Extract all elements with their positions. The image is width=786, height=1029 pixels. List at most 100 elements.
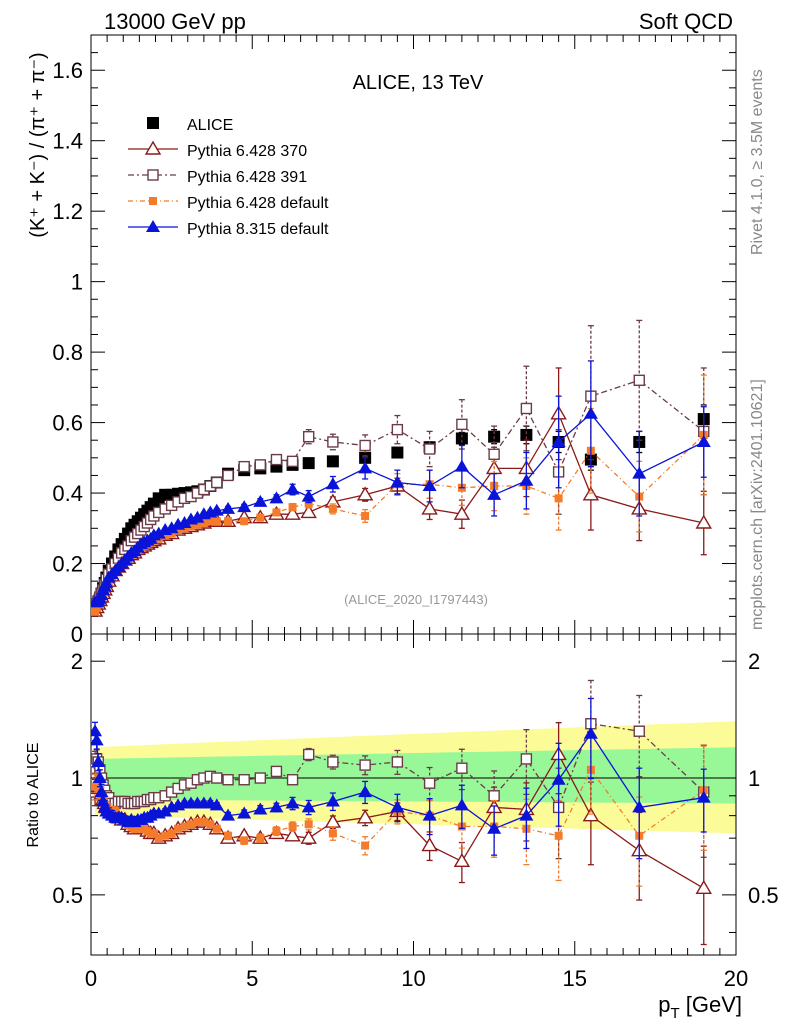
y-axis-title-ratio: Ratio to ALICE [25, 743, 42, 848]
ratio-bands [95, 721, 736, 834]
legend-marker [146, 220, 160, 232]
data-point [453, 505, 471, 520]
ratio-y-tick-label-left: 2 [71, 649, 83, 674]
x-ticks: 0 5 10 15 20 [85, 35, 748, 991]
data-point [520, 753, 533, 765]
data-point [180, 524, 189, 533]
legend-label: Pythia 6.428 default [187, 195, 329, 212]
x-tick-label: 15 [563, 966, 587, 991]
y-axis-title-main: (K⁺ + K⁻) / (π⁺ + π⁻) [27, 52, 49, 237]
data-point [256, 513, 265, 522]
data-point [696, 434, 711, 447]
data-point [422, 479, 437, 492]
y-tick-label-main: 1 [71, 270, 83, 295]
data-point [254, 772, 267, 784]
ratio-y-tick-label-right: 2 [748, 649, 760, 674]
data-point [167, 529, 176, 538]
x-tick-label: 10 [401, 966, 425, 991]
legend-label: Pythia 6.428 391 [187, 169, 307, 186]
data-point [361, 841, 370, 850]
data-point [633, 725, 645, 737]
data-point [456, 418, 468, 431]
legend-item: Pythia 6.428 370 [128, 140, 307, 160]
mcplots-label: mcplots.cern.ch [arXiv:2401.10621] [749, 379, 766, 630]
rivet-label: Rivet 4.1.0, ≥ 3.5M events [749, 69, 766, 255]
data-point [520, 402, 533, 415]
data-point [327, 756, 339, 768]
data-point [206, 820, 215, 829]
data-point [221, 808, 236, 821]
ratio-plot: 0 5 10 15 200.5 0.51 12 2 [52, 35, 779, 991]
data-point [206, 517, 215, 526]
ratio-y-tick-label-right: 1 [748, 766, 760, 791]
data-point [325, 477, 340, 490]
data-point [695, 514, 712, 529]
data-point [190, 510, 205, 523]
data-point [177, 516, 192, 529]
data-point [551, 434, 566, 447]
x-axis-title-p: p [658, 992, 670, 1017]
data-point [158, 804, 173, 817]
y-ticks-main: 0 0.2 0.4 0.6 0.8 1 1.2 1.4 1.6 [52, 34, 736, 647]
legend-marker [149, 197, 157, 205]
data-point [186, 820, 195, 829]
y-tick-label-main: 0 [71, 622, 83, 647]
legend-marker [147, 117, 159, 129]
data-point [302, 748, 315, 761]
data-point [421, 500, 438, 515]
data-point [423, 443, 436, 455]
legend-label: Pythia 6.428 370 [187, 143, 307, 160]
data-point [551, 772, 566, 785]
series-main-0 [91, 404, 710, 616]
data-point [253, 802, 268, 815]
data-point [286, 774, 299, 786]
ratio-band-green [95, 747, 736, 804]
data-point [237, 806, 252, 819]
data-point [186, 522, 195, 531]
data-point [327, 436, 339, 448]
data-point [582, 486, 600, 501]
data-point [91, 754, 106, 767]
data-point [304, 499, 313, 508]
data-point [520, 428, 533, 441]
data-point [487, 821, 502, 834]
x-tick-label: 0 [85, 966, 97, 991]
series-line [95, 412, 705, 603]
data-point [92, 771, 107, 784]
data-point [391, 446, 404, 459]
data-point [269, 800, 284, 813]
series-main-4 [91, 360, 711, 608]
data-point [583, 406, 598, 419]
data-point [240, 836, 249, 845]
data-point [423, 777, 436, 789]
legend-label: ALICE [187, 117, 233, 134]
data-point [96, 794, 111, 807]
data-point [151, 526, 166, 539]
data-point [356, 809, 374, 824]
data-point [288, 503, 297, 512]
data-point [253, 494, 268, 507]
data-point [359, 439, 371, 452]
data-point [270, 765, 283, 778]
ratio-y-tick-label-left: 1 [71, 766, 83, 791]
data-point [455, 432, 468, 445]
data-point [284, 505, 301, 520]
data-point [149, 829, 158, 838]
data-point [390, 475, 405, 488]
data-point [301, 800, 316, 813]
data-point [359, 759, 371, 771]
data-point [326, 455, 339, 468]
data-point [164, 521, 179, 534]
data-point [286, 455, 299, 468]
data-point [221, 501, 236, 514]
data-point [272, 827, 281, 836]
y-ticks-ratio: 0.5 0.5 1 1 2 2 [52, 649, 779, 933]
legend-label: Pythia 8.315 default [187, 221, 329, 238]
legend: ALICE Pythia 6.428 370 Pythia 6.428 391 Pyt… [128, 117, 329, 238]
chart-title: ALICE, 13 TeV [353, 72, 484, 94]
data-point [174, 824, 183, 833]
x-tick-label: 5 [246, 966, 258, 991]
legend-item: Pythia 6.428 391 [128, 169, 307, 186]
data-point [209, 503, 224, 516]
